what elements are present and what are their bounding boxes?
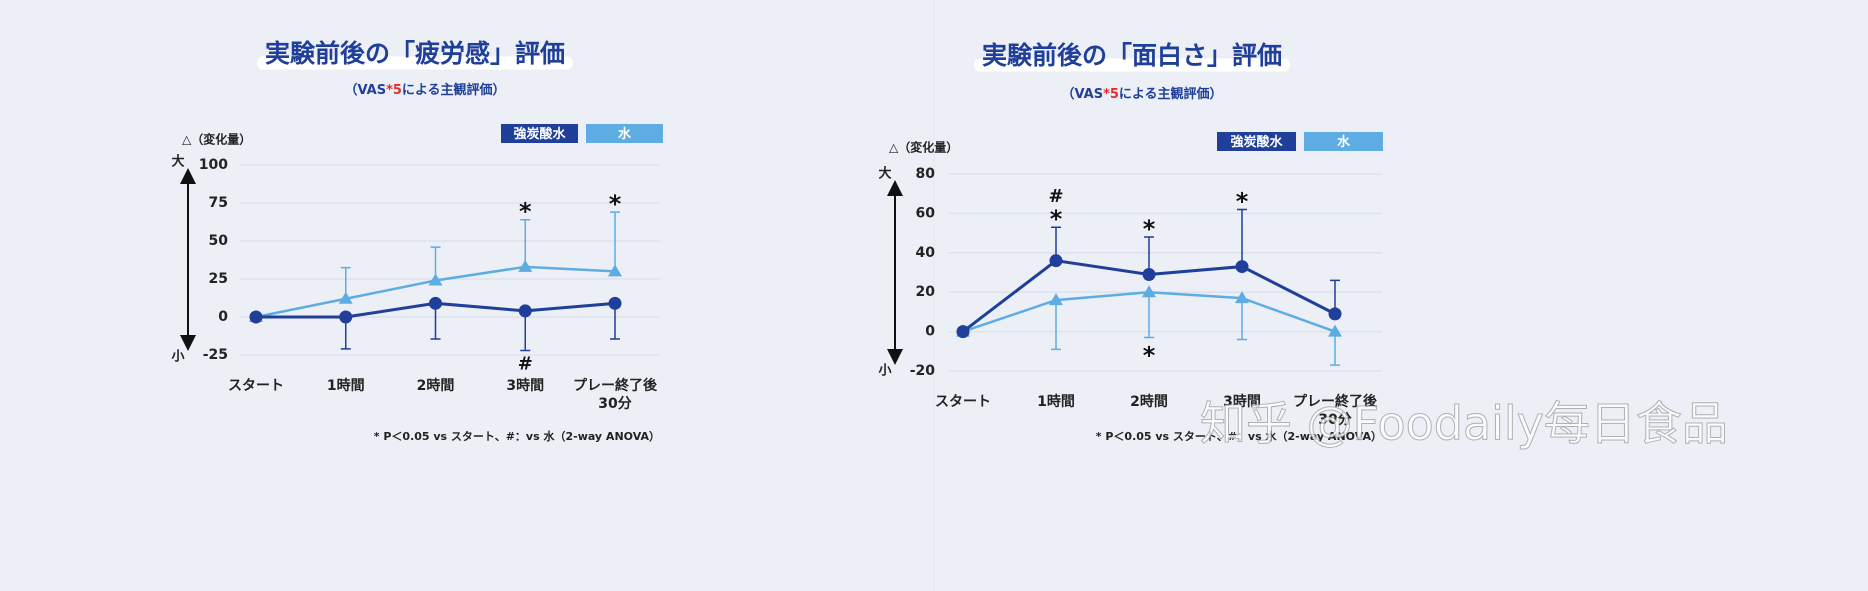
- significance-mark: #: [518, 353, 533, 374]
- legend-label: 水: [618, 126, 632, 142]
- subtitle-part: *5: [1103, 87, 1119, 102]
- subtitle-part: *5: [386, 83, 402, 98]
- y-axis-label: △（変化量）: [889, 140, 958, 155]
- x-tick-label: 3時間: [506, 377, 544, 394]
- subtitle-part: による主観評価）: [1119, 86, 1223, 102]
- error-bar: [1144, 292, 1154, 339]
- data-point: [1235, 260, 1249, 274]
- y-tick-label: 20: [916, 284, 936, 300]
- y-high-label: 大: [878, 166, 891, 182]
- data-point: [249, 310, 263, 324]
- chart-title: 実験前後の「疲労感」評価: [265, 39, 565, 68]
- legend-label: 水: [1337, 134, 1351, 150]
- y-high-label: 大: [171, 154, 184, 170]
- error-bar: [1330, 331, 1340, 366]
- x-tick-label: プレー終了後 30分: [573, 377, 658, 412]
- data-point: [608, 296, 622, 310]
- legend-label: 強炭酸水: [513, 126, 566, 142]
- significance-mark: *: [1236, 187, 1249, 215]
- data-point: [518, 259, 533, 272]
- error-bar: [520, 310, 531, 352]
- data-point: [429, 296, 442, 310]
- y-tick-label: -25: [203, 347, 228, 363]
- y-tick-label: 40: [916, 245, 936, 261]
- legend-swatch: [586, 124, 663, 143]
- chart-subtitle: （VAS*5による主観評価）: [344, 82, 505, 98]
- y-tick-label: 0: [925, 324, 935, 340]
- x-tick-line: 30分: [598, 396, 631, 412]
- significance-mark: *: [1050, 205, 1063, 233]
- subtitle-part: による主観評価）: [402, 82, 506, 98]
- data-point: [1328, 324, 1342, 337]
- error-bar: [1237, 208, 1247, 267]
- data-point: [1049, 293, 1063, 306]
- legend-swatch: [1217, 132, 1296, 151]
- footnote: * P＜0.05 vs スタート、#：vs 水（2-way ANOVA）: [1096, 429, 1382, 443]
- data-point: [1328, 307, 1342, 321]
- error-bar: [610, 211, 620, 272]
- significance-mark: *: [1143, 342, 1156, 370]
- data-point: [956, 325, 970, 339]
- data-point: [428, 273, 443, 286]
- legend-label: 強炭酸水: [1230, 134, 1283, 150]
- data-point: [1235, 291, 1249, 304]
- data-point: [608, 264, 622, 277]
- x-tick-label: 2時間: [417, 377, 455, 394]
- x-tick-label: 2時間: [1130, 393, 1168, 410]
- data-point: [1142, 267, 1156, 281]
- error-bar: [520, 218, 531, 267]
- y-low-label: 小: [878, 364, 891, 379]
- significance-mark: *: [609, 190, 622, 218]
- chart-title: 実験前後の「面白さ」評価: [982, 41, 1282, 70]
- y-tick-label: 100: [199, 157, 228, 173]
- chart-subtitle: （VAS*5による主観評価）: [1061, 86, 1222, 102]
- data-point: [518, 304, 532, 318]
- title-highlight: [973, 58, 1291, 72]
- data-point: [339, 310, 353, 324]
- y-tick-label: 25: [209, 271, 228, 287]
- y-low-label: 小: [171, 350, 184, 365]
- y-axis-label: △（変化量）: [182, 132, 251, 147]
- subtitle-part: （VAS: [1061, 86, 1103, 102]
- x-tick-label: プレー終了後 30分: [1293, 393, 1378, 428]
- x-tick-label: スタート: [228, 378, 284, 394]
- legend-swatch: [1304, 132, 1383, 151]
- data-point: [338, 291, 353, 304]
- data-point: [1142, 285, 1156, 298]
- y-tick-label: 75: [209, 195, 228, 211]
- x-tick-label: 3時間: [1223, 393, 1261, 410]
- y-tick-label: 60: [916, 205, 936, 221]
- x-tick-label: 1時間: [1037, 393, 1075, 410]
- x-tick-label: 1時間: [327, 377, 365, 394]
- footnote: * P＜0.05 vs スタート、#：vs 水（2-way ANOVA）: [374, 429, 660, 443]
- legend-swatch: [501, 124, 578, 143]
- significance-mark: #: [1048, 186, 1063, 207]
- y-tick-label: -20: [910, 363, 936, 379]
- x-tick-label: スタート: [935, 394, 991, 410]
- y-tick-label: 0: [218, 309, 228, 325]
- subtitle-part: （VAS: [344, 82, 386, 98]
- x-tick-line: 30分: [1318, 412, 1351, 428]
- error-bar: [1051, 300, 1061, 351]
- error-bar: [1237, 298, 1247, 341]
- significance-mark: *: [1143, 215, 1156, 243]
- title-highlight: [256, 56, 574, 70]
- significance-mark: *: [519, 198, 532, 226]
- y-tick-label: 50: [209, 233, 229, 249]
- data-point: [1049, 254, 1063, 268]
- watermark: 知乎 @Foodaily每日食品: [1200, 397, 1728, 451]
- x-tick-line: プレー終了後: [1293, 393, 1378, 410]
- y-tick-label: 80: [916, 166, 936, 182]
- x-tick-line: プレー終了後: [573, 377, 658, 394]
